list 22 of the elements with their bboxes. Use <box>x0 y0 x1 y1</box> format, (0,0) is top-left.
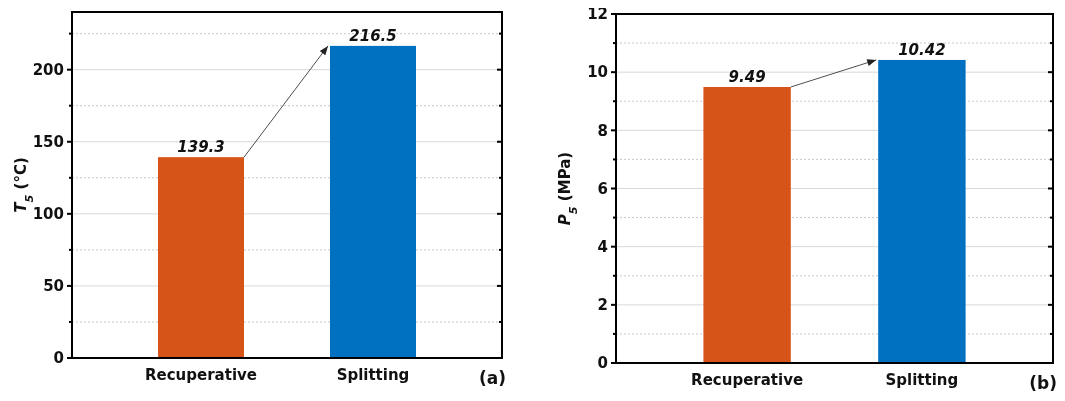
y-tick-label: 2 <box>597 296 608 315</box>
y-tick-label: 50 <box>43 277 64 296</box>
data-label: 139.3 <box>177 138 225 157</box>
y-tick-label: 4 <box>597 237 608 256</box>
y-tick-label: 0 <box>597 354 608 373</box>
y-tick-label: 0 <box>53 349 64 368</box>
data-label: 10.42 <box>898 40 946 59</box>
x-tick-label: Splitting <box>885 371 959 389</box>
y-tick-label: 10 <box>587 63 608 82</box>
text: (a) <box>478 368 506 388</box>
y-tick-label: 100 <box>32 205 64 224</box>
y-tick-label: 150 <box>32 133 64 151</box>
x-tick-label: Recuperative <box>145 366 257 384</box>
x-tick-label: Recuperative <box>691 371 804 389</box>
y-tick-label: 8 <box>597 121 608 140</box>
y-tick-label: 200 <box>32 60 64 79</box>
x-tick-label: Splitting <box>336 366 410 384</box>
text: (b) <box>1029 373 1057 393</box>
y-tick-label: 6 <box>597 179 608 198</box>
y-tick-label: 12 <box>587 5 608 24</box>
data-label: 9.49 <box>728 68 766 86</box>
data-label: 216.5 <box>349 26 397 45</box>
